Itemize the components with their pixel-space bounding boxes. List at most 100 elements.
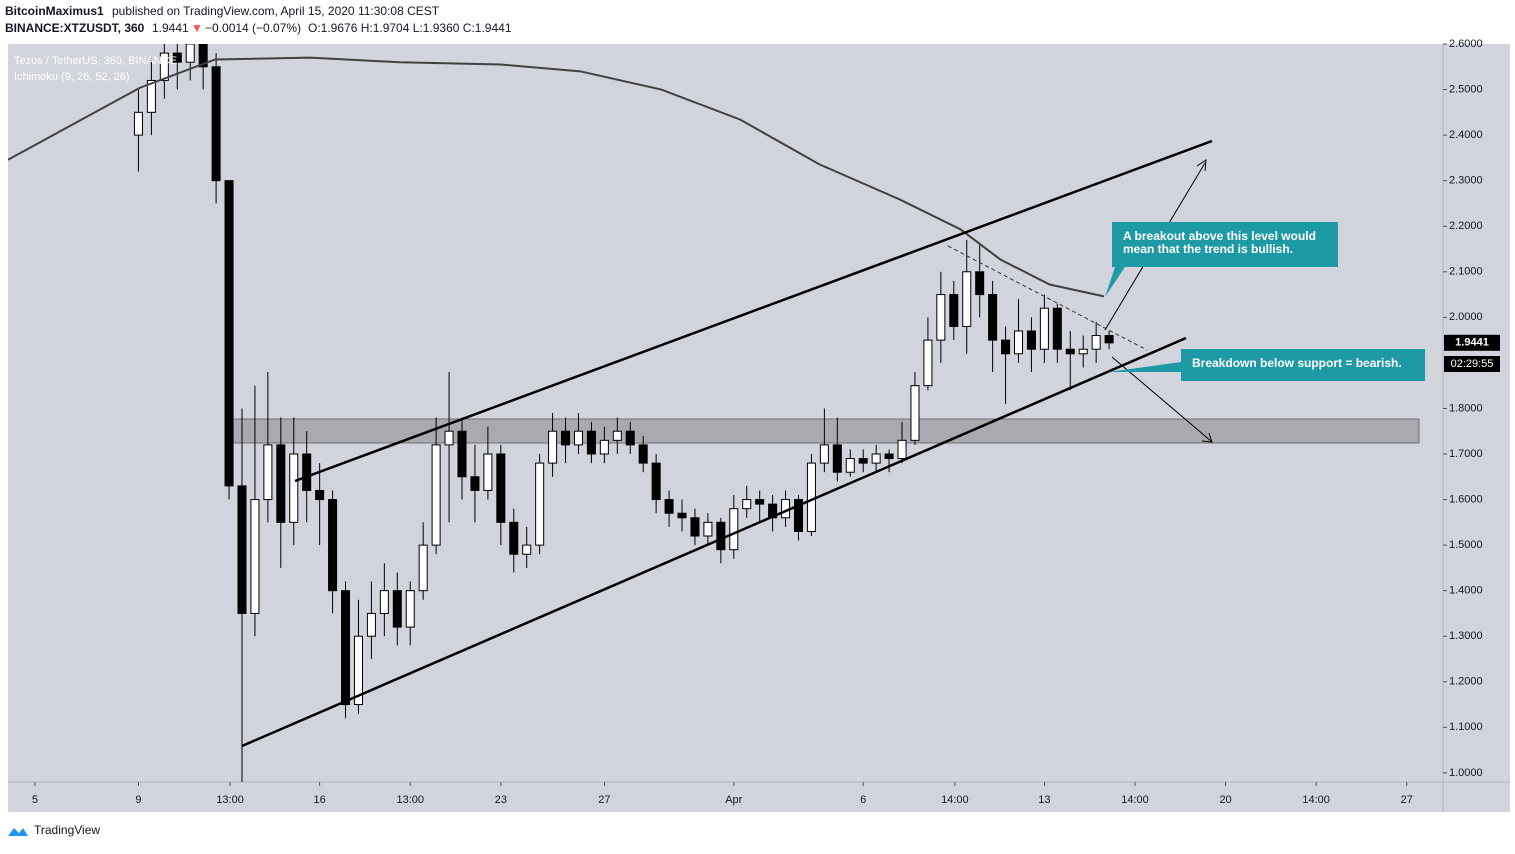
candle-body [742, 499, 752, 510]
candle-body [1091, 335, 1101, 350]
y-tick-label: 1.7000 [1449, 448, 1483, 460]
candle-body [703, 521, 713, 537]
x-tick-label: 14:00 [941, 794, 969, 806]
candle-body [845, 458, 855, 473]
bearish-callout-text: Breakdown below support = bearish. [1192, 356, 1402, 370]
candle-body [224, 180, 234, 487]
legend: Tezos / TetherUS, 360, BINANCE Ichimoku … [14, 55, 177, 83]
y-tick-label: 1.1000 [1449, 721, 1483, 733]
candle-body [664, 499, 674, 514]
candle-body [418, 544, 428, 592]
bearish-callout [1108, 349, 1425, 381]
footer: TradingView [8, 823, 100, 837]
bullish-callout-text: mean that the trend is bullish. [1123, 242, 1293, 256]
candle-body [819, 444, 829, 464]
x-tick-label: 16 [314, 794, 326, 806]
candle-body [793, 499, 804, 532]
candle-body [755, 499, 765, 505]
candle-body [1078, 348, 1088, 355]
logo-text: TradingView [34, 823, 100, 837]
candle-body [405, 590, 415, 628]
x-tick-label: 13 [1038, 794, 1050, 806]
candle-body [1001, 339, 1011, 355]
y-tick-label: 1.0000 [1449, 767, 1483, 779]
candle-body [716, 521, 726, 551]
candle-body [276, 444, 286, 523]
x-tick-label: 5 [32, 794, 38, 806]
x-tick-label: 27 [598, 794, 610, 806]
legend-series: Tezos / TetherUS, 360, BINANCE [14, 55, 177, 67]
candle-body [263, 444, 273, 501]
y-tick-label: 2.6000 [1449, 38, 1483, 50]
bullish-callout [1105, 222, 1338, 297]
last-value: 1.9441 [152, 21, 189, 35]
x-tick-label: 23 [495, 794, 507, 806]
y-tick-label: 2.4000 [1449, 129, 1483, 141]
candle-body [586, 430, 596, 455]
symbol: BINANCE:XTZUSDT, 360 [5, 21, 145, 35]
candle-body [975, 271, 985, 296]
bear-arrow-head [1201, 432, 1213, 443]
y-tick-label: 2.3000 [1449, 175, 1483, 187]
y-tick-label: 1.4000 [1449, 585, 1483, 597]
candle-body [185, 44, 195, 63]
change-arrow: ▼ [191, 21, 203, 35]
candle-body [470, 476, 480, 491]
x-tick-label: Apr [725, 794, 742, 806]
candle-body [858, 458, 868, 464]
candle-body [1039, 307, 1049, 350]
candle-body [379, 590, 389, 614]
last-price-label: 1.9441 [1455, 337, 1489, 349]
candle-body [392, 590, 402, 628]
candle-body [315, 489, 325, 501]
candle-body [561, 430, 571, 446]
logo-icon [8, 828, 28, 836]
ohlc: O:1.9676 H:1.9704 L:1.9360 C:1.9441 [308, 21, 512, 35]
candle-body [133, 111, 143, 136]
upper-trendline [294, 139, 1213, 483]
candle-body [599, 439, 609, 455]
candle-body [353, 635, 363, 706]
x-tick-label: 27 [1401, 794, 1413, 806]
lower-trendline [241, 336, 1187, 748]
published: published on TradingView.com, April 15, … [112, 4, 440, 18]
candle-body [884, 453, 894, 460]
candle-body [936, 294, 946, 341]
y-tick-label: 2.2000 [1449, 220, 1483, 232]
candle-body [159, 52, 169, 81]
candle-body [302, 453, 312, 491]
candle-body [237, 485, 247, 614]
candle-body [431, 444, 441, 546]
candle-body [172, 52, 182, 63]
x-tick-label: 13:00 [216, 794, 244, 806]
x-tick-label: 6 [860, 794, 866, 806]
candle-body [871, 453, 881, 464]
moving-average [8, 56, 1105, 298]
candle-body [289, 453, 299, 523]
candle-body [483, 453, 493, 491]
bullish-callout-text: A breakout above this level would [1123, 229, 1316, 243]
candle-body [341, 590, 351, 706]
x-tick-label: 9 [135, 794, 141, 806]
candle-body [923, 339, 933, 387]
y-tick-label: 1.2000 [1449, 676, 1483, 688]
change: −0.0014 (−0.07%) [205, 21, 301, 35]
author: BitcoinMaximus1 [5, 4, 104, 18]
candle-body [457, 430, 467, 478]
y-tick-label: 2.1000 [1449, 266, 1483, 278]
y-tick-label: 2.5000 [1449, 83, 1483, 95]
candle-body [146, 79, 156, 113]
candle-body [962, 271, 972, 327]
x-tick-label: 14:00 [1302, 794, 1330, 806]
bull-arrow-head [1196, 159, 1207, 172]
countdown: 02:29:55 [1451, 358, 1494, 370]
candle-body [250, 499, 260, 614]
candle-body [638, 444, 648, 464]
y-tick-label: 1.6000 [1449, 493, 1483, 505]
candle-body [198, 44, 208, 68]
x-tick-label: 13:00 [396, 794, 424, 806]
candle-body [522, 544, 532, 555]
candle-body [897, 439, 907, 460]
candle-body [366, 612, 376, 637]
